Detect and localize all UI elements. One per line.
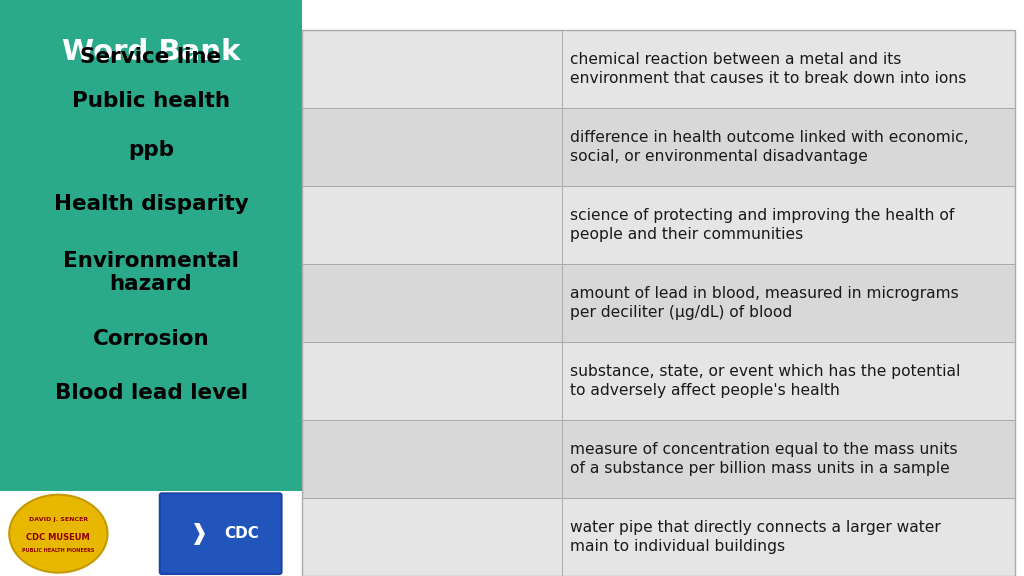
Text: Health disparity: Health disparity [53, 194, 249, 214]
Polygon shape [302, 264, 562, 342]
Text: DAVID J. SENCER: DAVID J. SENCER [29, 517, 88, 522]
Text: Word Bank: Word Bank [61, 38, 241, 66]
Text: Service line: Service line [81, 47, 221, 66]
Polygon shape [562, 30, 1015, 108]
Text: water pipe that directly connects a larger water
main to individual buildings: water pipe that directly connects a larg… [570, 520, 941, 554]
Polygon shape [562, 342, 1015, 420]
Polygon shape [302, 186, 562, 264]
Text: measure of concentration equal to the mass units
of a substance per billion mass: measure of concentration equal to the ma… [570, 442, 957, 476]
Text: difference in health outcome linked with economic,
social, or environmental disa: difference in health outcome linked with… [570, 130, 969, 164]
Text: CDC MUSEUM: CDC MUSEUM [27, 533, 90, 541]
Text: Public health: Public health [72, 91, 230, 111]
Text: Corrosion: Corrosion [93, 329, 209, 349]
Polygon shape [302, 498, 562, 576]
Ellipse shape [9, 495, 108, 573]
Text: ppb: ppb [128, 140, 174, 160]
Polygon shape [562, 108, 1015, 186]
Polygon shape [302, 420, 562, 498]
Text: Blood lead level: Blood lead level [54, 383, 248, 403]
Polygon shape [562, 186, 1015, 264]
Text: amount of lead in blood, measured in micrograms
per deciliter (μg/dL) of blood: amount of lead in blood, measured in mic… [570, 286, 959, 320]
Text: Environmental
hazard: Environmental hazard [63, 252, 239, 294]
Polygon shape [302, 30, 562, 108]
Text: substance, state, or event which has the potential
to adversely affect people's : substance, state, or event which has the… [570, 364, 961, 398]
Polygon shape [0, 0, 302, 491]
Text: PUBLIC HEALTH PIONEERS: PUBLIC HEALTH PIONEERS [23, 548, 94, 554]
Polygon shape [302, 108, 562, 186]
Text: ❱: ❱ [190, 522, 209, 545]
Polygon shape [562, 420, 1015, 498]
Polygon shape [302, 342, 562, 420]
FancyBboxPatch shape [160, 493, 282, 574]
Text: science of protecting and improving the health of
people and their communities: science of protecting and improving the … [570, 208, 954, 242]
Text: CDC: CDC [224, 526, 259, 541]
Text: chemical reaction between a metal and its
environment that causes it to break do: chemical reaction between a metal and it… [570, 52, 967, 86]
Polygon shape [562, 264, 1015, 342]
Polygon shape [562, 498, 1015, 576]
